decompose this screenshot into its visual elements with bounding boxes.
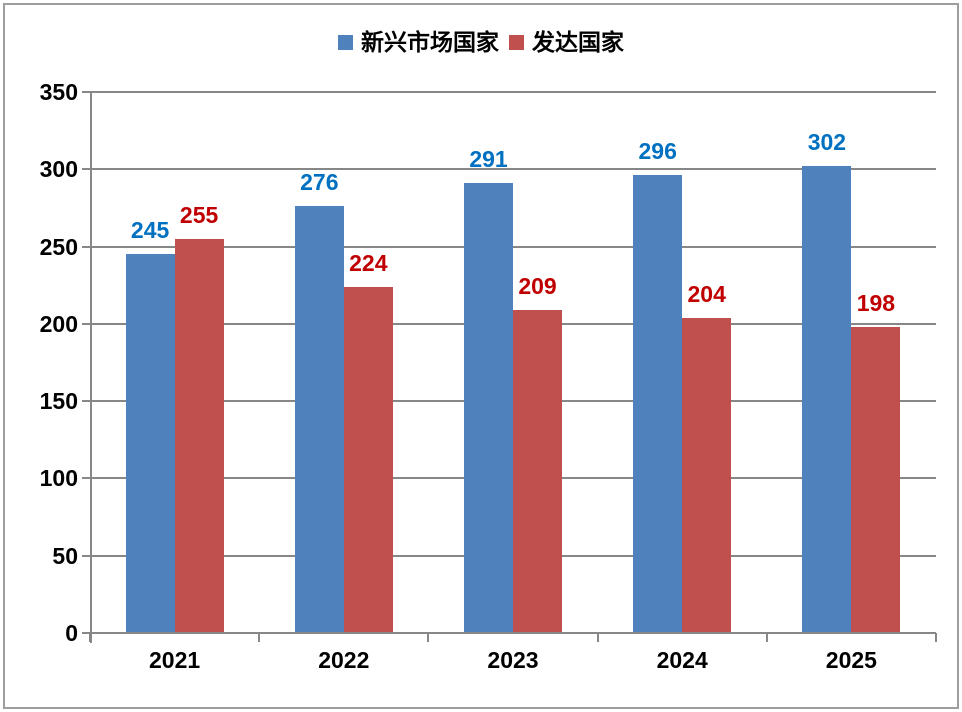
legend-swatch-blue [338, 35, 353, 50]
x-axis-tick-1 [258, 633, 261, 642]
bar-developed-2023 [513, 309, 562, 633]
bar-value-label-developed-2023: 209 [518, 272, 557, 299]
y-axis-tick-350 [82, 91, 90, 93]
x-axis-tick-3 [596, 633, 599, 642]
x-axis-category-label: 2025 [825, 647, 877, 673]
plot-area: 245 255 276 224 291 209 296 204 302 198 [82, 91, 937, 643]
x-axis-tick-0 [89, 633, 91, 642]
x-axis-line [90, 632, 936, 634]
y-axis-tick-label: 250 [39, 233, 78, 260]
y-axis-tick-150 [82, 400, 90, 403]
y-axis-tick-label: 0 [65, 620, 78, 646]
gridline-350 [90, 91, 936, 93]
bar-value-label-emerging-2024: 296 [638, 138, 677, 165]
gridline-250 [90, 245, 936, 248]
bar-value-label-emerging-2021: 245 [130, 217, 170, 244]
legend-swatch-red [509, 35, 524, 50]
bar-value-label-developed-2025: 198 [856, 289, 896, 316]
y-axis-tick-250 [82, 245, 90, 248]
bar-developed-2025 [851, 326, 901, 633]
y-axis-tick-label: 350 [39, 79, 78, 105]
legend-item-developed: 发达国家 [509, 31, 624, 54]
y-axis-tick-label: 150 [39, 388, 78, 415]
y-axis-tick-0 [82, 632, 90, 634]
bar-emerging-2025 [802, 166, 852, 633]
gridline-300 [90, 168, 936, 171]
x-axis-category-label: 2024 [656, 647, 708, 673]
bar-value-label-developed-2022: 224 [349, 249, 388, 276]
y-axis-tick-50 [82, 554, 90, 557]
y-axis-tick-label: 100 [39, 465, 78, 492]
y-axis-line [90, 91, 92, 643]
x-axis-category-label: 2021 [149, 647, 201, 673]
legend-item-emerging-markets: 新兴市场国家 [338, 31, 499, 54]
y-axis-labels: 0 50 100 150 200 250 300 350 [0, 79, 78, 646]
x-axis-tick-2 [427, 633, 430, 642]
bar-value-label-emerging-2023: 291 [469, 146, 508, 173]
bar-value-label-emerging-2022: 276 [300, 169, 339, 196]
legend: 新兴市场国家 发达国家 [0, 31, 962, 54]
bar-emerging-2024 [633, 175, 683, 633]
x-axis-category-label: 2023 [487, 647, 539, 673]
y-axis-tick-label: 50 [52, 542, 78, 569]
bar-developed-2021 [174, 238, 224, 633]
y-axis-tick-label: 300 [39, 156, 78, 183]
y-axis-tick-300 [82, 168, 90, 171]
bar-value-label-emerging-2025: 302 [807, 129, 847, 156]
bar-emerging-2021 [125, 254, 175, 633]
x-axis-labels: 2021 2022 2023 2024 2025 [90, 649, 936, 679]
bar-emerging-2022 [294, 206, 344, 633]
bar-emerging-2023 [464, 183, 513, 633]
bar-developed-2024 [682, 317, 732, 633]
bar-value-label-developed-2021: 255 [179, 201, 219, 228]
bar-value-label-developed-2024: 204 [687, 280, 726, 307]
x-axis-tick-5 [935, 633, 937, 642]
y-axis-tick-label: 200 [39, 310, 78, 337]
y-axis-tick-100 [82, 477, 90, 480]
bar-developed-2022 [343, 286, 393, 633]
legend-label-developed: 发达国家 [532, 29, 624, 55]
x-axis-tick-4 [765, 633, 768, 642]
x-axis-category-label: 2022 [318, 647, 370, 673]
legend-label-emerging-markets: 新兴市场国家 [361, 29, 499, 55]
y-axis-tick-200 [82, 322, 90, 325]
